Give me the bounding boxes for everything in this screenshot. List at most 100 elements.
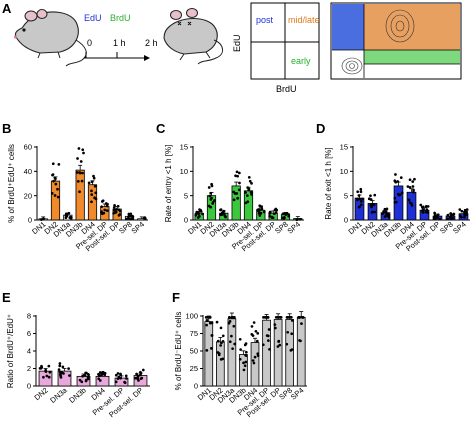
bar (204, 321, 214, 387)
edu-label: EdU (84, 13, 102, 23)
replicate-dot (251, 359, 255, 362)
replicate-dot (247, 188, 251, 192)
replicate-dot (273, 323, 277, 326)
replicate-dot (459, 215, 463, 219)
replicate-dot (235, 170, 239, 174)
replicate-dot (245, 194, 249, 198)
x-tick-label: DN3b (67, 386, 87, 405)
replicate-dot (232, 324, 236, 328)
replicate-dot (51, 162, 55, 166)
replicate-dot (199, 209, 203, 212)
replicate-dot (356, 190, 360, 194)
replicate-dot (92, 176, 96, 180)
replicate-dot (359, 203, 363, 207)
replicate-dot (136, 375, 140, 379)
replicate-dot (228, 340, 232, 344)
replicate-dot (119, 373, 122, 377)
replicate-dot (219, 357, 223, 361)
replicate-dot (394, 173, 397, 176)
replicate-dot (238, 171, 241, 175)
replicate-dot (301, 316, 305, 319)
panel-label-f: F (172, 290, 180, 305)
replicate-dot (261, 343, 265, 347)
replicate-dot (80, 179, 84, 183)
flow-quadrant-midlate (364, 4, 460, 50)
bar (273, 319, 283, 387)
replicate-dot (58, 362, 62, 365)
y-tick-label: 75 (190, 329, 198, 338)
replicate-dot (92, 174, 95, 178)
replicate-dot (246, 186, 250, 189)
replicate-dot (79, 160, 83, 163)
replicate-dot (56, 187, 59, 191)
y-axis-label: % of BrdU⁻EdU⁺ cells (174, 312, 183, 391)
replicate-dot (81, 148, 85, 152)
mouse-right-icon (163, 8, 223, 65)
replicate-dot (129, 215, 133, 218)
replicate-dot (463, 215, 466, 219)
replicate-dot (259, 211, 263, 215)
replicate-dot (233, 342, 237, 346)
y-tick-label: 15 (340, 143, 348, 152)
y-tick-label: 5 (184, 191, 188, 200)
replicate-dot (356, 198, 359, 202)
replicate-dot (87, 181, 91, 185)
x-tick-label: SP4 (451, 220, 468, 236)
replicate-dot (213, 199, 216, 202)
replicate-dot (67, 367, 70, 370)
bar (296, 316, 306, 387)
panel-label-d: D (316, 121, 325, 136)
replicate-dot (250, 193, 253, 196)
replicate-dot (47, 364, 51, 368)
replicate-dot (135, 372, 138, 376)
replicate-dot (231, 347, 234, 351)
replicate-dot (116, 204, 120, 208)
replicate-dot (78, 378, 82, 382)
replicate-dot (210, 184, 214, 188)
y-axis-label: Ratio of BrdU⁺/EdU⁺ (6, 314, 15, 388)
replicate-dot (408, 186, 412, 189)
replicate-dot (62, 372, 65, 375)
replicate-dot (38, 367, 42, 370)
replicate-dot (421, 208, 425, 211)
replicate-dot (258, 214, 262, 217)
replicate-dot (127, 212, 131, 216)
replicate-dot (281, 212, 285, 216)
replicate-dot (249, 190, 253, 194)
replicate-dot (228, 320, 232, 323)
replicate-dot (385, 212, 388, 216)
replicate-dot (262, 210, 266, 214)
replicate-dot (235, 192, 239, 195)
replicate-dot (98, 371, 102, 374)
replicate-dot (209, 191, 213, 195)
y-tick-label: 100 (185, 312, 198, 321)
replicate-dot (58, 364, 62, 368)
replicate-dot (372, 203, 376, 207)
replicate-dot (270, 216, 274, 219)
y-axis-label: % of BrdU⁺EdU⁺ cells (7, 144, 16, 223)
replicate-dot (382, 210, 385, 213)
replicate-dot (406, 185, 410, 188)
replicate-dot (290, 348, 294, 351)
replicate-dot (290, 316, 293, 319)
replicate-dot (399, 176, 403, 180)
replicate-dot (48, 370, 52, 374)
replicate-dot (266, 334, 270, 338)
replicate-dot (465, 210, 468, 214)
bar (50, 180, 61, 221)
replicate-dot (273, 326, 277, 330)
replicate-dot (244, 191, 247, 194)
replicate-dot (433, 213, 437, 217)
y-axis-label: Rate of entry <1 h [%] (164, 145, 173, 223)
replicate-dot (64, 216, 68, 220)
replicate-dot (408, 178, 412, 182)
replicate-dot (61, 365, 65, 369)
replicate-dot (433, 217, 437, 221)
replicate-dot (359, 187, 363, 191)
replicate-dot (101, 372, 105, 376)
replicate-dot (94, 191, 98, 195)
panel-label-e: E (2, 290, 11, 305)
quadrant-early-label: early (291, 56, 311, 66)
